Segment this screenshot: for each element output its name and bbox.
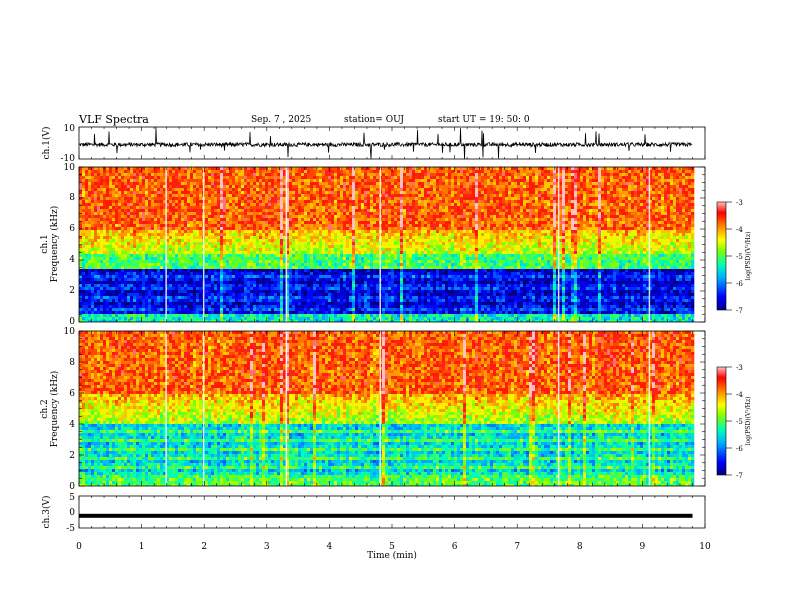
ch2-spectrogram-ticks [78, 330, 706, 487]
time-tick-2: 2 [201, 542, 207, 552]
time-tick-1: 1 [139, 542, 145, 552]
cb2-tick-neg6: -6 [736, 445, 743, 453]
ch3-waveform-panel: 5 0 -5 ch.3(V) 0 1 2 3 4 5 6 7 8 9 10 Time (min) [41, 493, 711, 561]
cb2-tick-neg4: -4 [736, 391, 743, 399]
ch1-waveform-line [78, 127, 693, 159]
date-label: Sep. 7 , 2025 [251, 115, 312, 125]
start-time-label: start UT = 19: 50: 0 [438, 115, 530, 125]
cb1-tick-neg7: -7 [736, 307, 743, 315]
ch2-freq-tick-8: 8 [69, 358, 75, 368]
ch2-spectrogram-panel: 0 2 4 6 8 10 ch.2 Frequency (kHz) [40, 327, 706, 492]
cb2-tick-neg3: -3 [736, 364, 743, 372]
time-tick-5: 5 [389, 542, 395, 552]
ch1-ytick-10: 10 [64, 124, 76, 134]
ch1-channel-label: ch.1 [40, 234, 50, 253]
ch1-frequency-label: Frequency (kHz) [49, 206, 60, 283]
ch1-freq-tick-2: 2 [69, 286, 75, 296]
time-tick-9: 9 [640, 542, 646, 552]
ch1-freq-tick-10: 10 [64, 163, 76, 173]
ch1-spectrogram-ticks [78, 166, 706, 323]
time-tick-4: 4 [327, 542, 333, 552]
ch2-spectrogram-image [79, 331, 695, 486]
cb2-tick-neg5: -5 [736, 418, 743, 426]
time-tick-8: 8 [577, 542, 583, 552]
time-tick-10: 10 [699, 542, 711, 552]
time-axis-label: Time (min) [367, 550, 417, 561]
ch1-spectrogram-panel: 0 2 4 6 8 10 ch.1 Frequency (kHz) [40, 163, 706, 327]
cb1-tick-neg6: -6 [736, 280, 743, 288]
ch2-freq-tick-6: 6 [69, 389, 75, 399]
ch1-freq-tick-0: 0 [69, 317, 75, 327]
ch1-spectrogram-image [79, 167, 695, 322]
ch2-freq-tick-10: 10 [64, 327, 76, 337]
ch3-ytick-neg5: -5 [66, 524, 75, 534]
ch3-waveform-line [79, 513, 693, 518]
ch1-ytick-neg10: -10 [61, 154, 76, 164]
cb1-tick-neg5: -5 [736, 253, 743, 261]
figure-title: VLF Spectra [79, 113, 149, 126]
cb2-tick-neg7: -7 [736, 472, 743, 480]
cb1-label: log(PSD)(V²/Hz) [745, 232, 752, 281]
cb1-tick-neg3: -3 [736, 199, 743, 207]
ch2-freq-tick-2: 2 [69, 451, 75, 461]
ch3-axis-ticks [78, 496, 706, 528]
ch1-freq-tick-4: 4 [69, 255, 75, 265]
ch1-colorbar: -3 -4 -5 -6 -7 log(PSD)(V²/Hz) [716, 199, 752, 315]
ch2-freq-tick-0: 0 [69, 482, 75, 492]
cb2-label: log(PSD)(V²/Hz) [745, 397, 752, 446]
time-axis-tick-labels: 0 1 2 3 4 5 6 7 8 9 10 [76, 542, 711, 552]
time-tick-6: 6 [452, 542, 458, 552]
station-label: station= OUJ [344, 115, 405, 125]
ch3-ytick-5: 5 [69, 493, 75, 503]
ch1-axis-ticks [78, 127, 706, 159]
ch2-channel-label: ch.2 [40, 399, 50, 418]
ch1-waveform-panel: 10 -10 ch.1(V) [41, 124, 706, 164]
time-tick-0: 0 [76, 542, 82, 552]
ch1-freq-tick-6: 6 [69, 224, 75, 234]
time-tick-7: 7 [514, 542, 520, 552]
ch1-freq-tick-8: 8 [69, 193, 75, 203]
ch2-freq-tick-4: 4 [69, 420, 75, 430]
ch2-colorbar: -3 -4 -5 -6 -7 log(PSD)(V²/Hz) [716, 364, 752, 480]
ch3-waveform-ylabel: ch.3(V) [41, 496, 52, 529]
ch2-frequency-label: Frequency (kHz) [49, 371, 60, 448]
cb1-tick-neg4: -4 [736, 226, 743, 234]
ch1-waveform-ylabel: ch.1(V) [41, 127, 52, 160]
ch3-ytick-0: 0 [69, 508, 75, 518]
time-tick-3: 3 [264, 542, 270, 552]
